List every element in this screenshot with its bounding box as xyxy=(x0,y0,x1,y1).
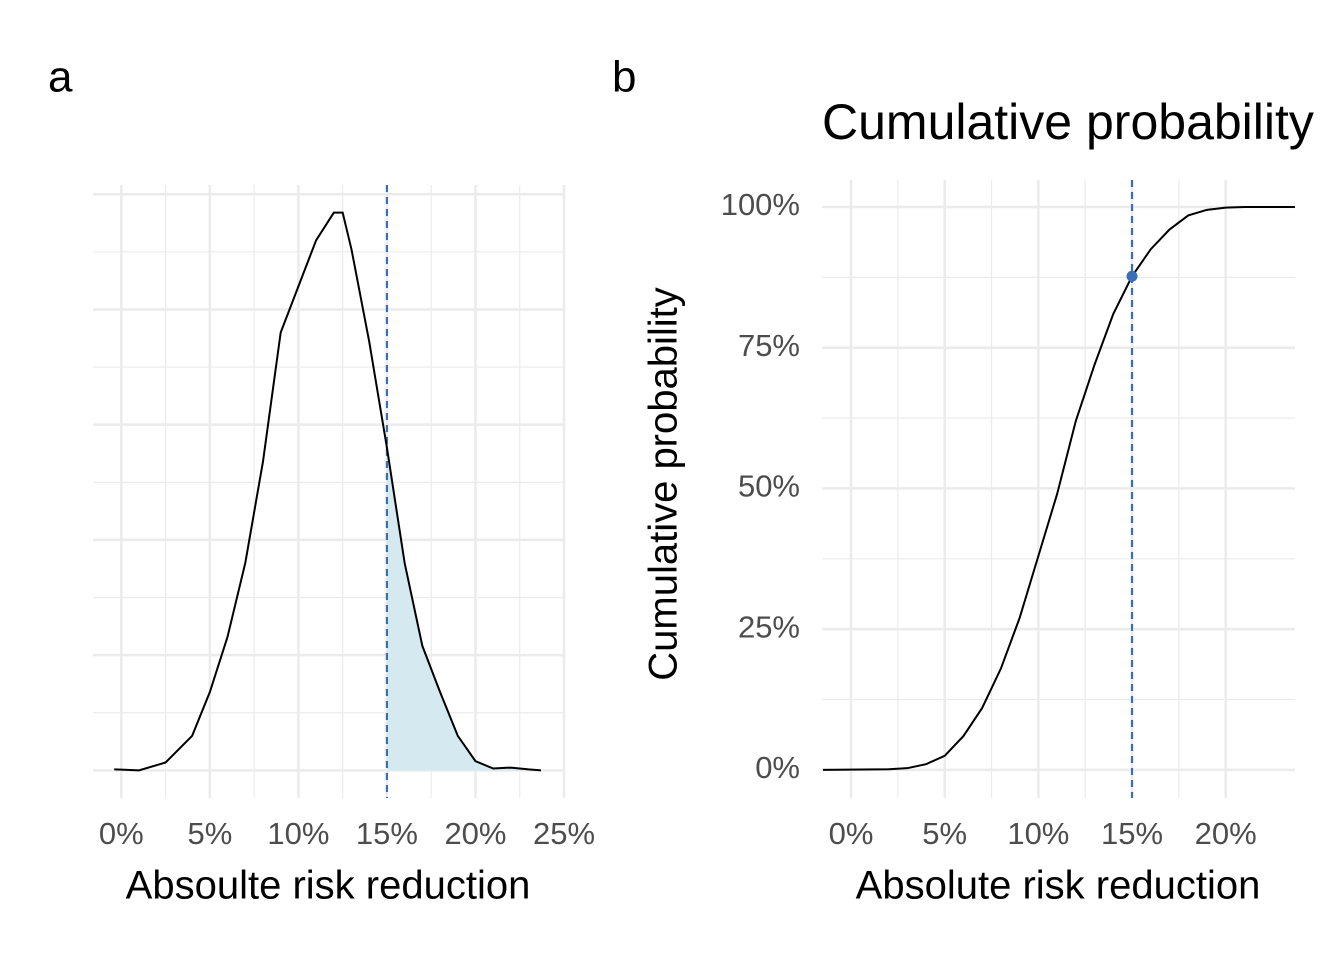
x-tick-label: 5% xyxy=(922,816,967,851)
x-axis-title: Absolute risk reduction xyxy=(856,864,1261,908)
y-tick-label: 0% xyxy=(755,750,800,785)
marker-point xyxy=(1126,270,1138,282)
x-tick-label: 25% xyxy=(533,816,595,851)
y-tick-label: 100% xyxy=(721,187,800,222)
x-axis-title: Absoulte risk reduction xyxy=(126,864,531,908)
density-curve xyxy=(114,211,542,772)
x-tick-label: 10% xyxy=(267,816,329,851)
x-tick-label: 15% xyxy=(1101,816,1163,851)
panel-tag: b xyxy=(612,53,636,102)
cdf-line xyxy=(822,206,1295,771)
x-tick-label: 0% xyxy=(829,816,874,851)
x-tick-label: 10% xyxy=(1007,816,1069,851)
y-tick-label: 25% xyxy=(738,609,800,644)
x-tick-label: 20% xyxy=(1195,816,1257,851)
shaded-area xyxy=(386,447,541,771)
y-tick-label: 50% xyxy=(738,469,800,504)
x-tick-label: 20% xyxy=(444,816,506,851)
y-axis-title: Cumulative probability xyxy=(642,287,686,681)
x-tick-label: 5% xyxy=(187,816,232,851)
x-tick-label: 15% xyxy=(356,816,418,851)
y-tick-label: 75% xyxy=(738,328,800,363)
chart-title: Cumulative probability xyxy=(822,94,1314,150)
x-tick-label: 0% xyxy=(99,816,144,851)
panel-tag: a xyxy=(48,53,73,102)
